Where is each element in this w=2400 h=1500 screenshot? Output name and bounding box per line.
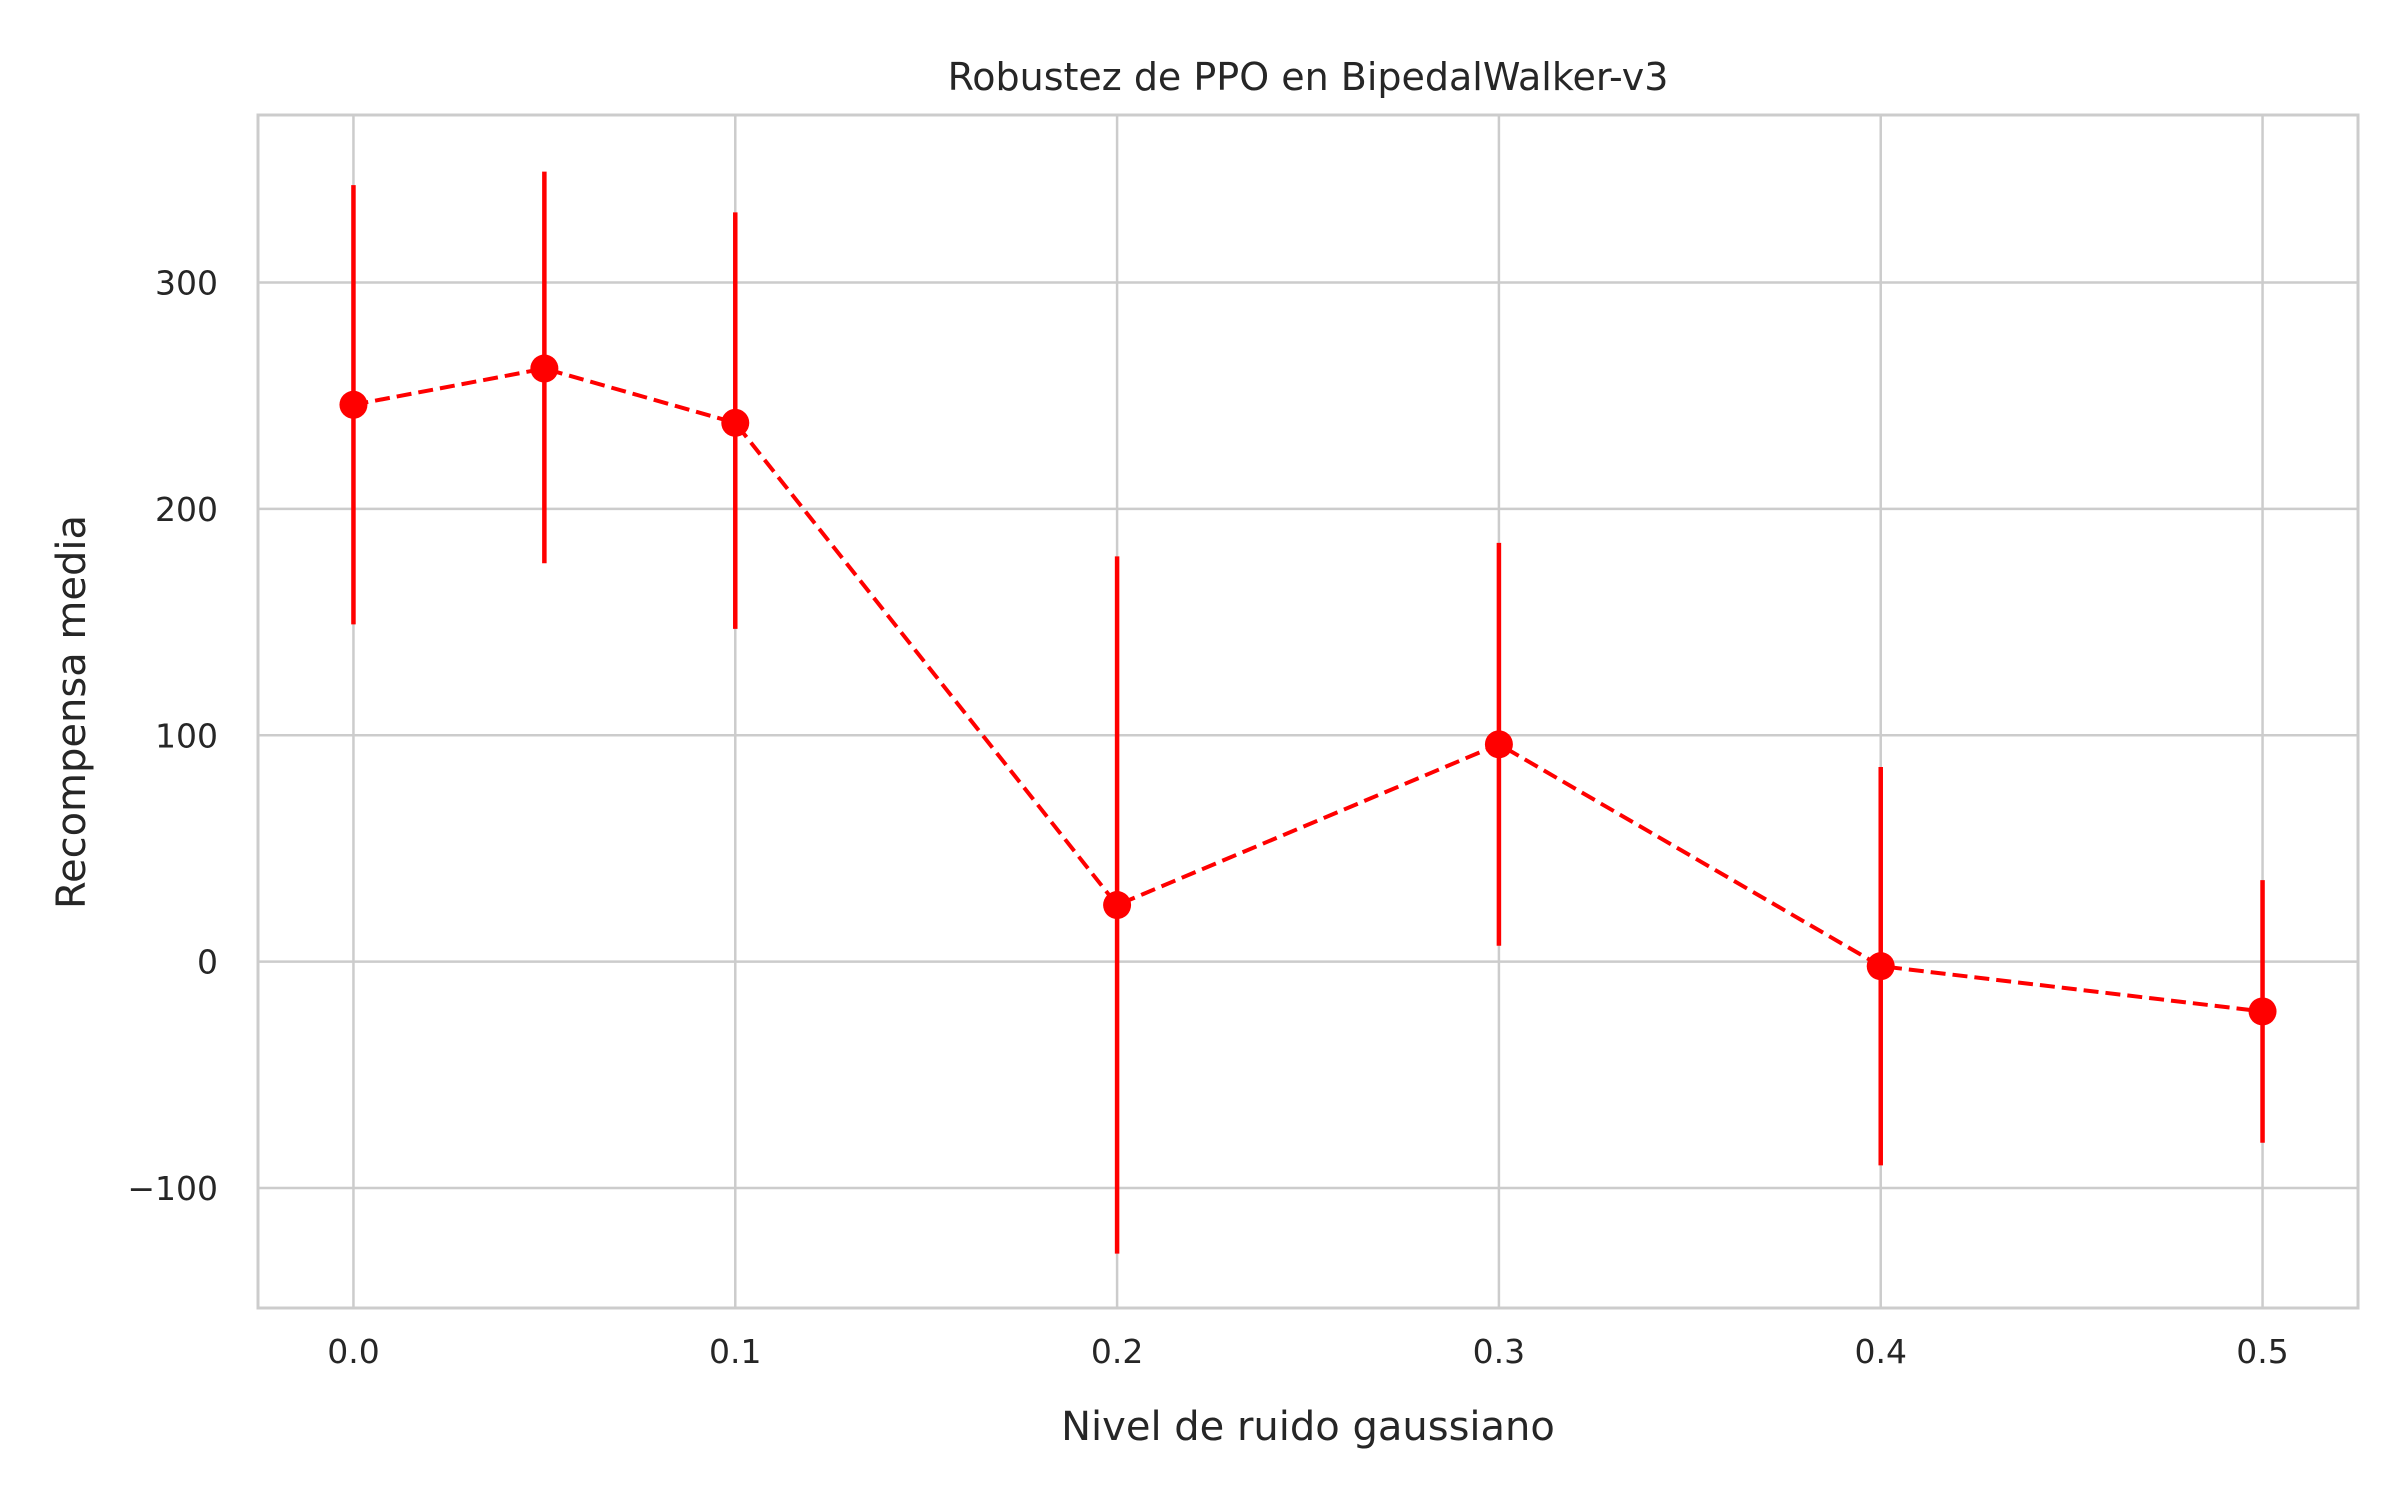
x-tick-label: 0.2 bbox=[1091, 1332, 1143, 1371]
y-tick-label: −100 bbox=[127, 1169, 218, 1208]
marker-layer bbox=[339, 354, 2277, 1026]
y-tick-label: 300 bbox=[155, 264, 218, 303]
line-layer bbox=[353, 366, 2263, 1014]
y-tick-label: 100 bbox=[155, 716, 218, 755]
y-tick-label: 200 bbox=[155, 490, 218, 529]
x-tick-label: 0.4 bbox=[1854, 1332, 1906, 1371]
series-line bbox=[353, 366, 2263, 1014]
y-axis-label: Recompensa media bbox=[49, 515, 95, 909]
y-tick-label: 0 bbox=[197, 943, 218, 982]
data-point bbox=[1484, 730, 1513, 759]
x-tick-label: 0.3 bbox=[1473, 1332, 1525, 1371]
x-axis-label: Nivel de ruido gaussiano bbox=[1061, 1404, 1555, 1450]
x-tick-label: 0.1 bbox=[709, 1332, 761, 1371]
data-point bbox=[1103, 891, 1132, 920]
data-point bbox=[530, 354, 559, 383]
data-point bbox=[2248, 997, 2277, 1026]
x-tick-label: 0.5 bbox=[2236, 1332, 2288, 1371]
data-point bbox=[339, 390, 368, 419]
data-point bbox=[1866, 952, 1895, 981]
ticks-layer: 0.0 0.1 0.2 0.3 0.4 0.5 −100 0 100 200 300 bbox=[127, 264, 2288, 1371]
x-tick-label: 0.0 bbox=[327, 1332, 379, 1371]
plot-frame bbox=[256, 113, 2360, 1310]
data-point bbox=[721, 408, 750, 437]
errorbar-layer bbox=[351, 171, 2265, 1254]
chart-title: Robustez de PPO en BipedalWalker-v3 bbox=[948, 55, 1669, 99]
grid-layer bbox=[258, 115, 2358, 1308]
